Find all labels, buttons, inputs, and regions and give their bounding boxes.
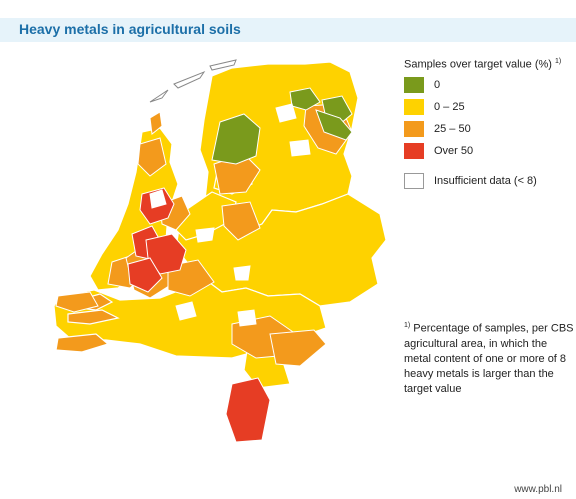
legend-swatch-0 (404, 76, 424, 93)
legend-title-text: Samples over target value (%) (404, 58, 552, 71)
source-credit: www.pbl.nl (514, 484, 562, 495)
title-bar: Heavy metals in agricultural soils (0, 18, 576, 42)
legend-item-3: Over 50 (404, 142, 576, 165)
legend-label-2: 25 – 50 (434, 122, 471, 135)
footnote-text: Percentage of samples, per CBS agricultu… (404, 322, 574, 395)
legend-swatch-2 (404, 120, 424, 137)
netherlands-map (53, 59, 387, 443)
legend-title-note-marker: 1) (555, 58, 562, 65)
footnote: 1) Percentage of samples, per CBS agricu… (404, 318, 574, 397)
insufficient-areas (149, 103, 311, 327)
legend-swatch-insufficient (404, 172, 424, 189)
legend-title: Samples over target value (%) 1) (404, 58, 576, 71)
region-wadden (149, 59, 237, 103)
legend-item-0: 0 (404, 76, 576, 99)
green-areas (211, 87, 353, 165)
legend-swatch-1 (404, 98, 424, 115)
legend-label-1: 0 – 25 (434, 100, 465, 113)
legend-item-2: 25 – 50 (404, 120, 576, 143)
map-title: Heavy metals in agricultural soils (19, 21, 241, 37)
region-flevoland (175, 191, 237, 241)
legend: Samples over target value (%) 1) 0 0 – 2… (404, 58, 576, 195)
legend-item-1: 0 – 25 (404, 98, 576, 121)
legend-swatch-3 (404, 142, 424, 159)
legend-item-insufficient: Insufficient data (< 8) (404, 172, 576, 195)
region-texel (149, 111, 163, 135)
footnote-marker: 1) (404, 322, 411, 329)
legend-label-insufficient: Insufficient data (< 8) (434, 174, 537, 187)
legend-label-3: Over 50 (434, 144, 474, 157)
legend-label-0: 0 (434, 78, 441, 91)
